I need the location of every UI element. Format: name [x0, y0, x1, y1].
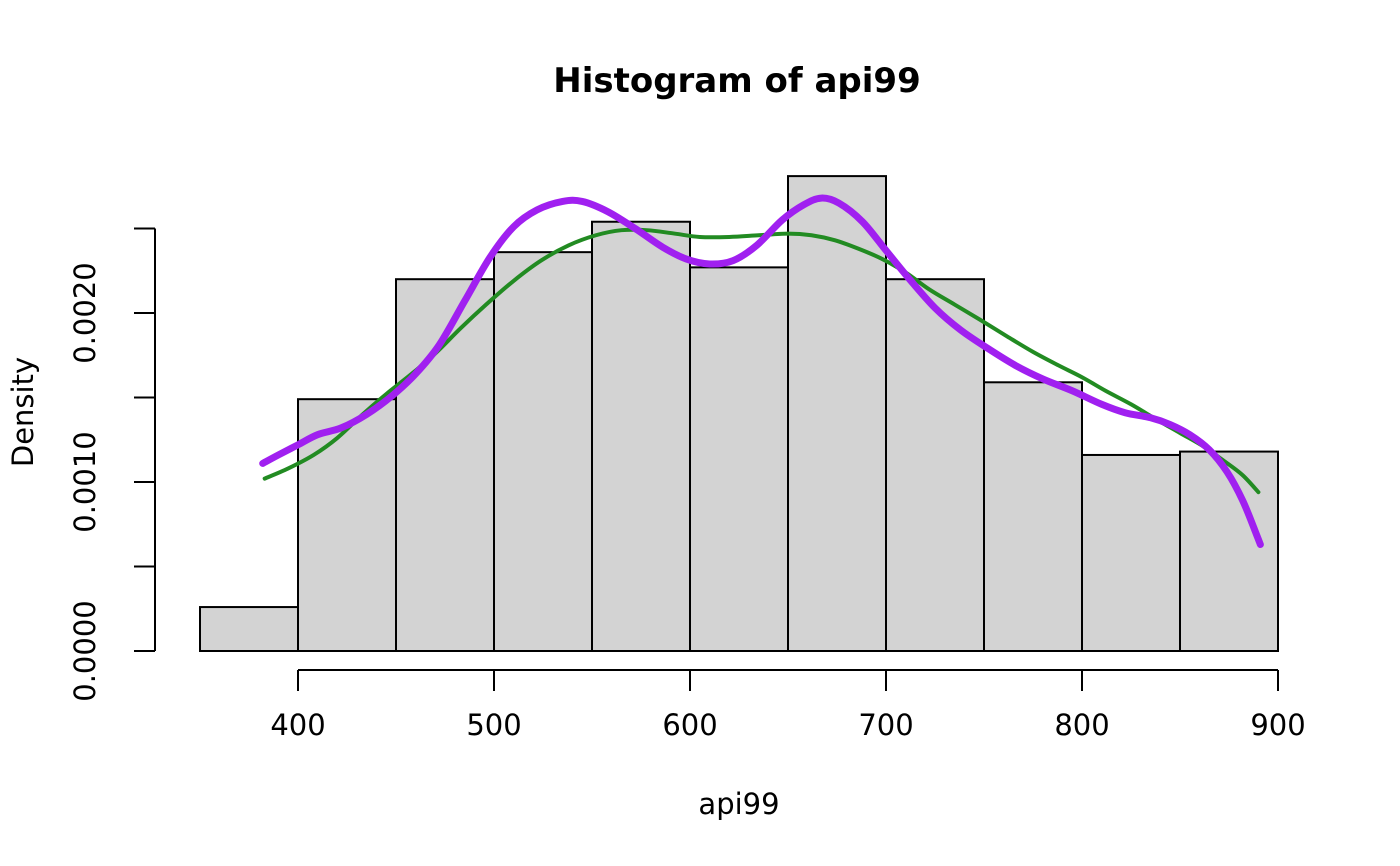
x-tick-label: 700: [858, 708, 913, 742]
purple-density-curve: [259, 194, 1264, 549]
histogram-bar: [199, 606, 299, 652]
histogram-bar: [787, 175, 887, 653]
histogram-bar: [1081, 453, 1181, 652]
x-tick-label: 400: [270, 708, 325, 742]
histogram-bar: [689, 266, 789, 652]
x-tick-label: 600: [662, 708, 717, 742]
histogram-bar: [983, 381, 1083, 652]
chart-title: Histogram of api99: [553, 61, 921, 101]
histogram-bar: [1179, 450, 1279, 652]
y-tick-label: 0.0020: [68, 262, 102, 363]
histogram-bar: [591, 220, 691, 653]
x-axis-label: api99: [698, 787, 779, 821]
x-tick-label: 900: [1250, 708, 1305, 742]
histogram-bar: [493, 251, 593, 652]
y-tick-label: 0.0010: [68, 431, 102, 532]
y-axis-label: Density: [6, 357, 40, 467]
y-tick-label: 0.0000: [68, 600, 102, 701]
x-tick-label: 500: [466, 708, 521, 742]
chart-layer: 0.0000 0.0010 0.0020 400 500 600 700 800 900: [68, 175, 1306, 742]
histogram-bar: [885, 278, 985, 652]
x-tick-label: 800: [1054, 708, 1109, 742]
histogram-bar: [297, 398, 397, 652]
